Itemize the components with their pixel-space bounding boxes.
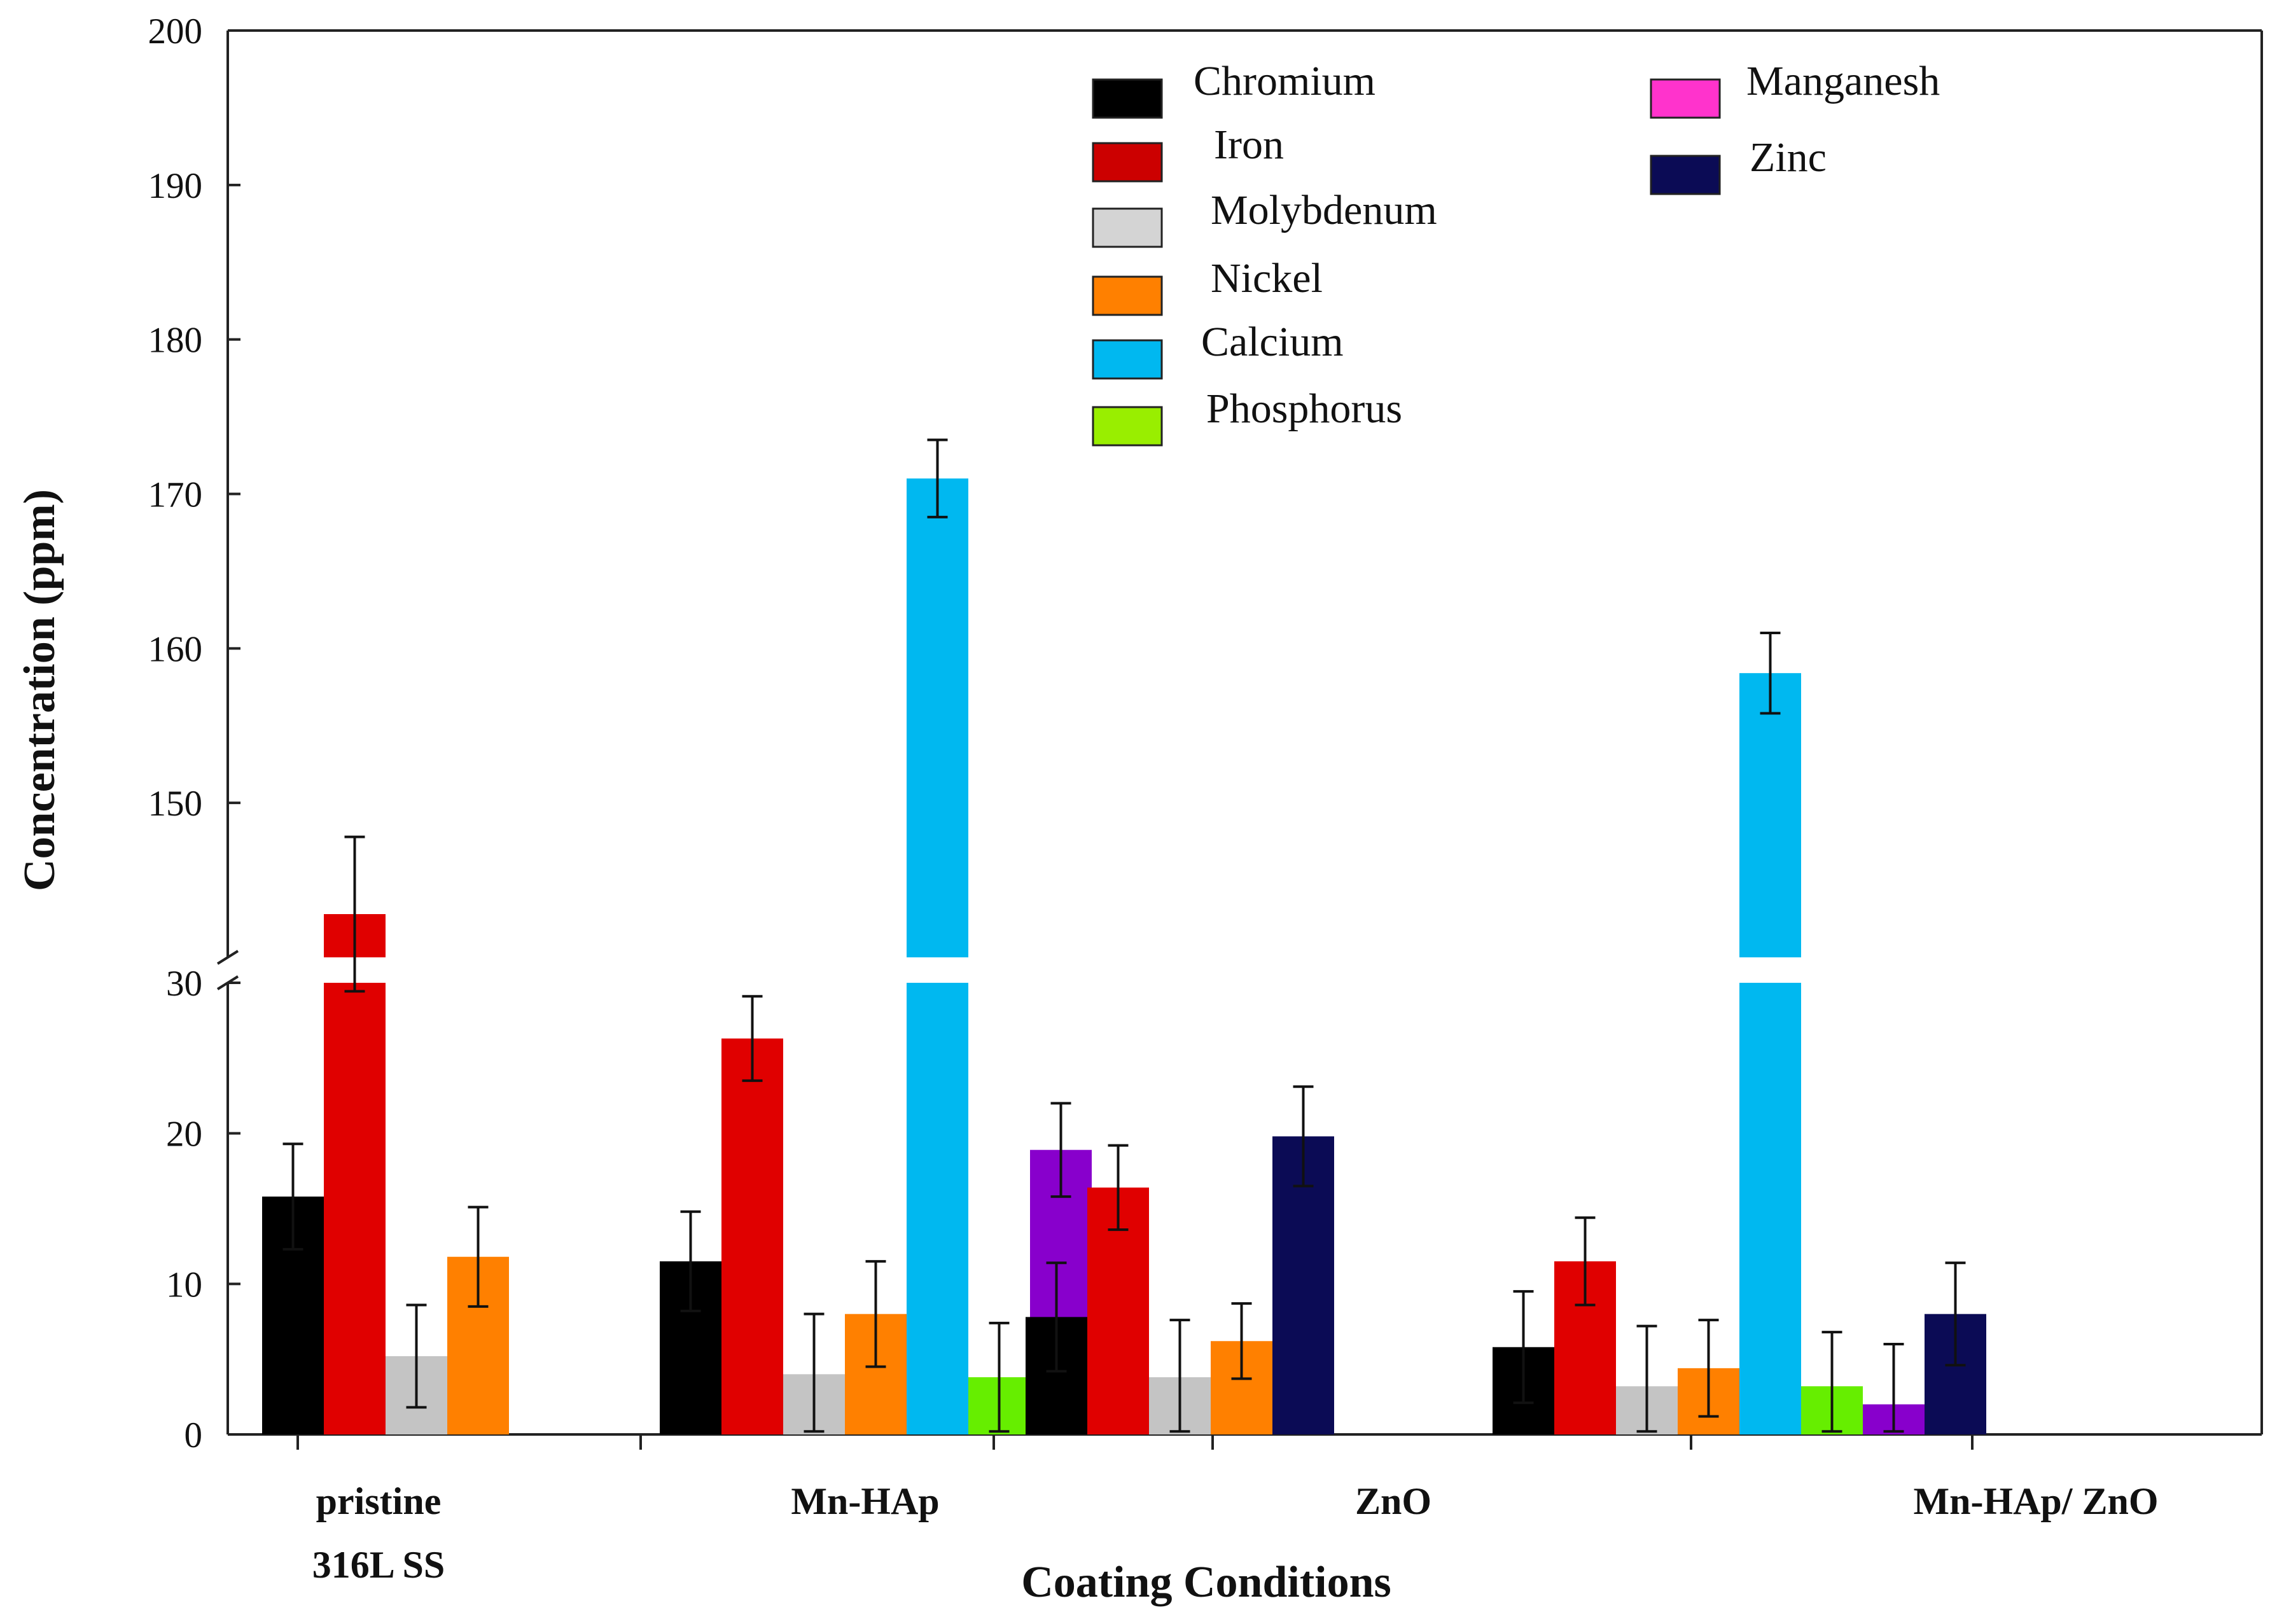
y-tick-upper-label: 150: [148, 784, 203, 824]
legend-label-zinc: Zinc: [1750, 134, 1827, 181]
bar-calcium-3-upper: [1739, 673, 1801, 957]
x-category-label: Mn-HAp/ ZnO: [1913, 1480, 2158, 1522]
legend-swatch-calcium: [1092, 339, 1163, 380]
legend-label-molybdenum: Molybdenum: [1211, 187, 1437, 233]
legend-label-manganesh: Manganesh: [1746, 58, 1940, 104]
legend-swatch-nickel: [1092, 275, 1163, 316]
legend-swatch-iron: [1092, 142, 1163, 183]
bar-calcium-1: [907, 983, 968, 1434]
bar-iron-1: [721, 1038, 783, 1434]
legend-swatch-molybdenum: [1092, 207, 1163, 248]
x-category-label-line2: 316L SS: [312, 1544, 445, 1586]
y-tick-lower-label: 10: [166, 1265, 202, 1305]
legend-label-calcium: Calcium: [1201, 319, 1344, 365]
bar-calcium-3: [1739, 983, 1801, 1434]
y-tick-lower-label: 20: [166, 1114, 202, 1155]
y-tick-lower-label: 30: [166, 964, 202, 1004]
legend-label-iron: Iron: [1214, 121, 1284, 168]
bar-iron-0: [324, 983, 386, 1434]
y-tick-upper-label: 190: [148, 166, 203, 206]
legend-label-chromium: Chromium: [1194, 58, 1375, 104]
y-tick-upper-label: 180: [148, 321, 203, 361]
legend-swatch-zinc: [1650, 155, 1721, 195]
y-tick-upper-label: 200: [148, 11, 203, 52]
x-category-label: Mn-HAp: [791, 1480, 939, 1522]
x-axis-title: Coating Conditions: [1021, 1558, 1391, 1607]
y-tick-upper-label: 170: [148, 475, 203, 515]
y-tick-lower-label: 0: [185, 1415, 203, 1455]
legend-swatch-manganesh: [1650, 78, 1721, 119]
x-category-label: pristine: [316, 1480, 442, 1522]
legend-label-nickel: Nickel: [1211, 255, 1323, 302]
bar-calcium-1-upper: [907, 478, 968, 957]
legend-swatch-phosphorus: [1092, 406, 1163, 447]
x-category-label: ZnO: [1355, 1480, 1431, 1522]
legend-label-phosphorus: Phosphorus: [1206, 385, 1402, 432]
legend-swatch-chromium: [1092, 78, 1163, 119]
y-tick-upper-label: 160: [148, 629, 203, 669]
y-axis-title: Concentration (ppm): [15, 489, 64, 891]
